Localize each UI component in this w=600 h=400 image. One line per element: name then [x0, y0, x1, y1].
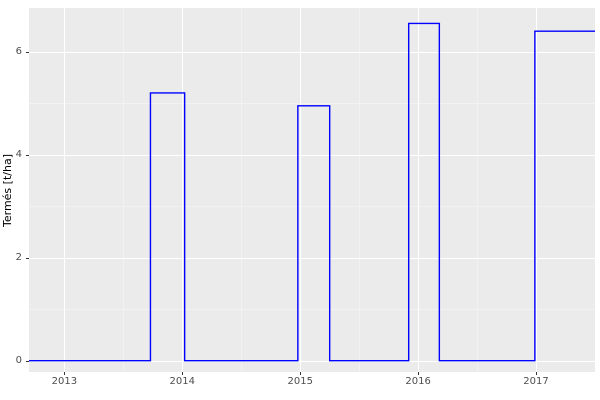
x-axis-tick-label: 2016: [405, 376, 431, 387]
gridline-minor-horizontal: [29, 103, 595, 104]
gridline-minor-vertical: [359, 8, 360, 372]
x-axis-tick-label: 2015: [287, 376, 313, 387]
gridline-minor-vertical: [123, 8, 124, 372]
y-axis-tick-labels: 0 2 4 6: [0, 0, 22, 400]
series-polyline: [29, 22, 595, 362]
plot-panel: [29, 8, 595, 372]
y-axis-tick-mark: [26, 360, 29, 362]
gridline-major-horizontal: [29, 257, 595, 259]
gridline-major-vertical: [536, 8, 538, 372]
gridline-major-vertical: [182, 8, 184, 372]
x-axis-tick-mark: [64, 372, 66, 375]
y-axis-tick-mark: [26, 257, 29, 259]
x-axis-tick-mark: [182, 372, 184, 375]
gridline-minor-vertical: [241, 8, 242, 372]
series-line: [29, 22, 595, 362]
x-axis-tick-label: 2017: [523, 376, 549, 387]
gridline-minor-vertical: [477, 8, 478, 372]
y-axis-tick-label: 4: [15, 148, 22, 160]
y-axis-tick-label: 6: [15, 45, 22, 57]
gridline-major-horizontal: [29, 51, 595, 53]
y-axis-tick-mark: [26, 51, 29, 53]
y-axis-tick-mark: [26, 154, 29, 156]
x-axis-tick-mark: [418, 372, 420, 375]
gridline-major-vertical: [300, 8, 302, 372]
x-axis-tick-mark: [536, 372, 538, 375]
gridline-major-vertical: [64, 8, 66, 372]
gridline-minor-horizontal: [29, 206, 595, 207]
y-axis-tick-label: 0: [15, 354, 22, 366]
x-axis-tick-label: 2014: [169, 376, 196, 387]
gridline-major-vertical: [418, 8, 420, 372]
gridline-minor-horizontal: [29, 309, 595, 310]
x-axis-tick-label: 2013: [51, 376, 78, 387]
gridline-major-horizontal: [29, 154, 595, 156]
gridline-major-horizontal: [29, 360, 595, 362]
y-axis-tick-label: 2: [15, 251, 22, 263]
x-axis-tick-mark: [300, 372, 302, 375]
